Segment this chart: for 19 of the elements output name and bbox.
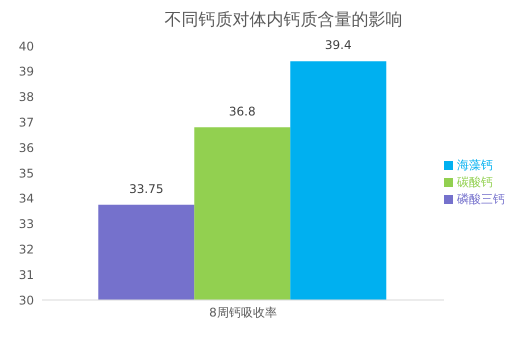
y-tick-label: 34 bbox=[18, 192, 34, 206]
chart-title: 不同钙质对体内钙质含量的影响 bbox=[164, 9, 404, 32]
data-label: 33.75 bbox=[129, 182, 164, 196]
y-tick-label: 35 bbox=[18, 166, 34, 180]
y-tick-label: 37 bbox=[18, 115, 34, 130]
y-tick-label: 36 bbox=[18, 140, 34, 155]
y-tick-label: 31 bbox=[18, 268, 34, 282]
y-tick-label: 33 bbox=[18, 217, 34, 232]
y-tick-label: 30 bbox=[18, 293, 34, 308]
y-tick-label: 40 bbox=[18, 39, 34, 54]
y-tick-label: 32 bbox=[18, 242, 34, 256]
data-label: 39.4 bbox=[324, 38, 352, 52]
legend-label: 海藻钙 bbox=[457, 158, 493, 172]
x-tick-label: 8周钙吸收率 bbox=[209, 306, 277, 320]
legend-label: 碳酸钙 bbox=[457, 174, 493, 188]
y-tick-label: 39 bbox=[18, 64, 34, 79]
legend-label: 磷酸三钙 bbox=[457, 192, 505, 206]
data-label: 36.8 bbox=[228, 104, 256, 118]
y-tick-label: 38 bbox=[18, 90, 34, 104]
